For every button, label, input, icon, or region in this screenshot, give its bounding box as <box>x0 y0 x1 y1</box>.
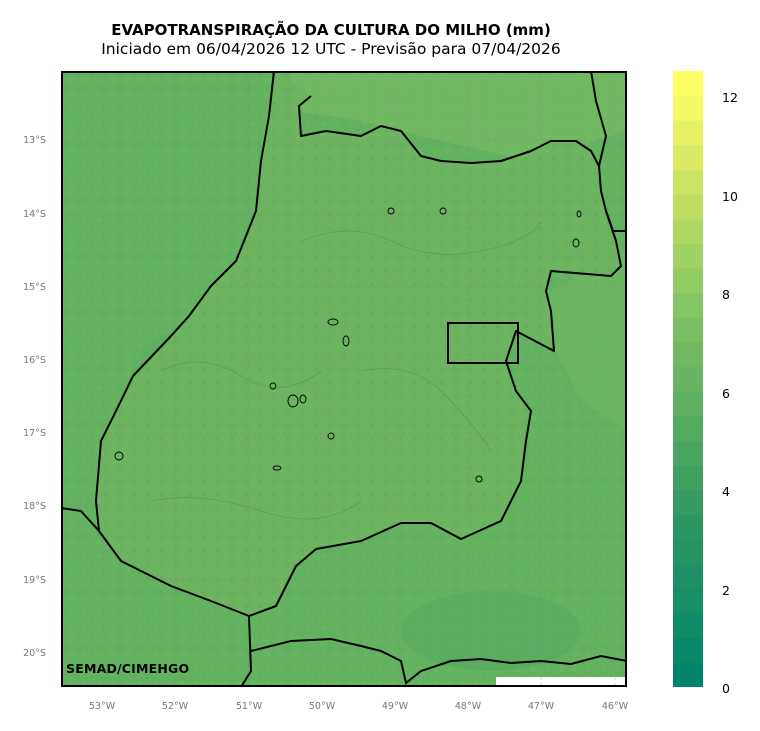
colorbar-band <box>673 71 703 97</box>
map-canvas[interactable] <box>61 71 627 687</box>
border-north-east <box>590 71 608 167</box>
colorbar-band <box>673 169 703 195</box>
colorbar-band <box>673 366 703 392</box>
colorbar-band <box>673 563 703 589</box>
border-south <box>240 615 253 687</box>
lon-label-49w: 49°W <box>381 701 409 712</box>
federal-district-outline <box>447 322 519 364</box>
colorbar <box>673 71 703 688</box>
colorbar-band <box>673 95 703 121</box>
colorbar-band <box>673 489 703 516</box>
colorbar-band <box>673 120 703 146</box>
colorbar-band <box>673 218 703 244</box>
lat-label-13s: 13°S <box>23 135 46 146</box>
lon-label-46w: 46°W <box>601 701 629 712</box>
state-border <box>95 71 622 617</box>
colorbar-tick-10: 10 <box>722 189 738 204</box>
colorbar-tick-6: 6 <box>722 386 730 401</box>
lat-label-18s: 18°S <box>23 501 46 512</box>
border-west-edge <box>61 507 100 532</box>
white-blank-area <box>496 677 627 687</box>
colorbar-tick-8: 8 <box>722 287 730 302</box>
map-subtitle: Iniciado em 06/04/2026 12 UTC - Previsão… <box>101 40 561 58</box>
border-east-edge <box>605 210 627 232</box>
lon-label-48w: 48°W <box>454 701 482 712</box>
colorbar-band <box>673 317 703 343</box>
colorbar-band <box>673 588 703 614</box>
lat-label-17s: 17°S <box>23 428 46 439</box>
map-panel[interactable] <box>61 71 627 687</box>
map-title: EVAPOTRANSPIRAÇÃO DA CULTURA DO MILHO (m… <box>111 21 551 39</box>
lon-label-47w: 47°W <box>527 701 555 712</box>
colorbar-band <box>673 613 703 639</box>
lat-label-15s: 15°S <box>23 282 46 293</box>
colorbar-band <box>673 243 703 269</box>
colorbar-tick-2: 2 <box>722 583 730 598</box>
colorbar-band <box>673 662 703 688</box>
colorbar-band <box>673 342 703 368</box>
colorbar-canvas <box>673 71 703 688</box>
dark-patch-south <box>401 591 581 671</box>
lon-label-51w: 51°W <box>235 701 263 712</box>
credit-label: SEMAD/CIMEHGO <box>66 661 190 676</box>
border-south-river <box>250 637 627 685</box>
contour-lines <box>150 220 542 520</box>
lon-label-52w: 52°W <box>161 701 189 712</box>
colorbar-band <box>673 539 703 565</box>
lat-label-16s: 16°S <box>23 355 46 366</box>
gridlines <box>61 71 627 687</box>
colorbar-band <box>673 415 703 442</box>
colorbar-band <box>673 440 703 466</box>
lon-label-53w: 53°W <box>88 701 116 712</box>
colorbar-band <box>673 292 703 318</box>
colorbar-band <box>673 514 703 540</box>
colorbar-band <box>673 465 703 491</box>
water-bodies <box>114 207 582 483</box>
lat-label-20s: 20°S <box>23 648 46 659</box>
colorbar-tick-12: 12 <box>722 90 738 105</box>
colorbar-band <box>673 391 703 417</box>
colorbar-band <box>673 144 703 171</box>
colorbar-band <box>673 194 703 220</box>
colorbar-band <box>673 637 703 663</box>
lat-label-19s: 19°S <box>23 575 46 586</box>
colorbar-tick-4: 4 <box>722 484 730 499</box>
colorbar-tick-0: 0 <box>722 681 730 696</box>
lat-label-14s: 14°S <box>23 209 46 220</box>
lon-label-50w: 50°W <box>308 701 336 712</box>
map-frame-border <box>61 71 627 687</box>
light-band-east <box>531 251 627 431</box>
light-band-north <box>291 71 627 161</box>
colorbar-band <box>673 268 703 294</box>
